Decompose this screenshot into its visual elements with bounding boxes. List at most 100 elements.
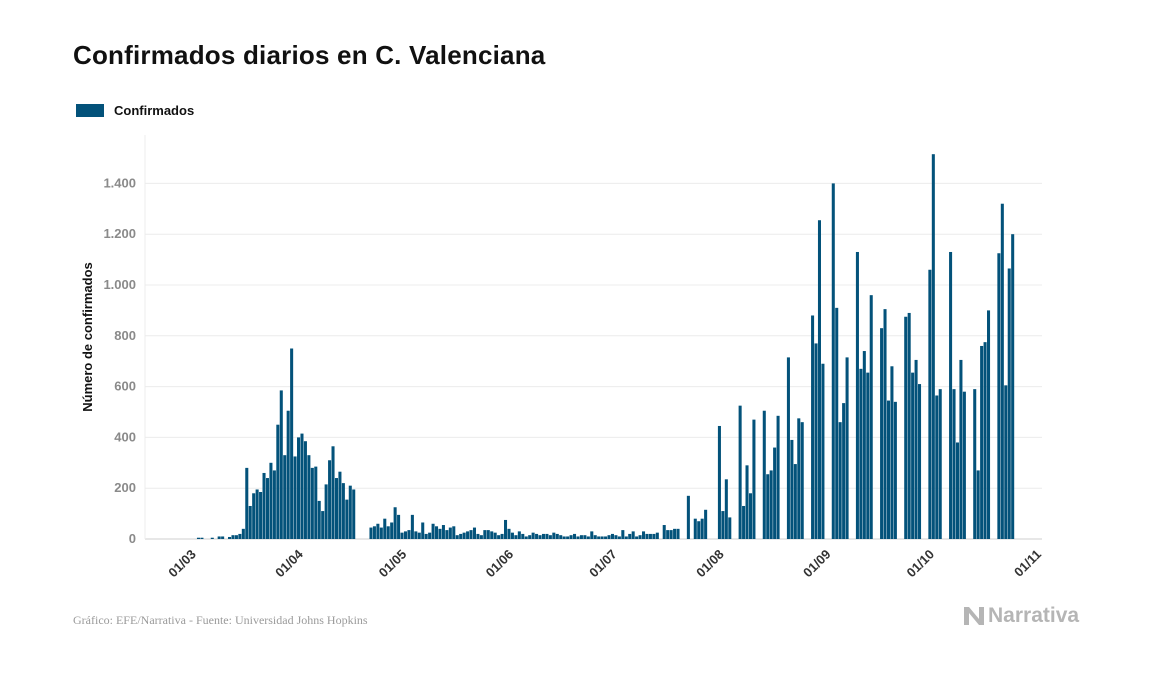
y-tick-label: 600: [114, 379, 136, 394]
bar: [562, 536, 566, 539]
bar: [786, 357, 790, 539]
bar: [452, 526, 456, 539]
bar: [307, 455, 311, 539]
bar: [655, 532, 659, 539]
x-tick-label: 01/07: [586, 547, 620, 581]
bar: [372, 526, 376, 539]
bar: [697, 521, 701, 539]
bar: [573, 533, 577, 539]
bar: [869, 295, 873, 539]
bar: [583, 535, 587, 539]
y-axis-ticks: 0 200 400 600 800 1.000 1.200 1.400: [103, 175, 136, 546]
bar: [935, 395, 939, 539]
bar: [521, 533, 525, 539]
bar: [493, 532, 497, 539]
bar: [424, 533, 428, 539]
bar: [514, 535, 518, 539]
bar: [417, 532, 421, 539]
bar: [669, 530, 673, 539]
bar: [1004, 385, 1008, 539]
bar: [552, 532, 556, 539]
bar: [276, 424, 280, 539]
bar: [472, 527, 476, 539]
bar: [462, 532, 466, 539]
bar: [504, 519, 508, 539]
bar: [517, 531, 521, 539]
bar: [386, 526, 390, 539]
bar: [976, 470, 980, 539]
bar: [400, 532, 404, 539]
bar: [338, 471, 342, 539]
x-tick-label: 01/08: [693, 547, 727, 581]
bar: [283, 455, 287, 539]
bar: [497, 535, 501, 539]
narrativa-logo-icon: [964, 607, 984, 625]
bar: [728, 517, 732, 539]
bar: [890, 366, 894, 539]
bar: [410, 514, 414, 539]
chart-legend: Confirmados: [76, 103, 194, 118]
bar: [973, 389, 977, 539]
bar: [310, 467, 314, 539]
bar: [196, 537, 200, 539]
x-tick-label: 01/05: [376, 547, 410, 581]
bar: [831, 183, 835, 539]
bar: [793, 464, 797, 539]
bar: [234, 535, 238, 539]
bar: [721, 511, 725, 539]
bar: [528, 535, 532, 539]
bar: [642, 531, 646, 539]
bar: [773, 447, 777, 539]
legend-swatch: [76, 104, 104, 117]
bar: [548, 535, 552, 539]
bar: [435, 526, 439, 539]
bar: [624, 536, 628, 539]
bar: [597, 536, 601, 539]
x-tick-label: 01/09: [800, 547, 834, 581]
bar: [314, 466, 318, 539]
bar: [593, 535, 597, 539]
bar: [666, 530, 670, 539]
bar: [479, 535, 483, 539]
bar: [431, 523, 435, 539]
bar: [662, 525, 666, 539]
bar: [586, 536, 590, 539]
bar: [835, 307, 839, 539]
bar: [262, 472, 266, 539]
bar: [231, 535, 235, 539]
bar: [524, 536, 528, 539]
bar: [652, 533, 656, 539]
bar: [555, 533, 559, 539]
bar: [1007, 268, 1011, 539]
bar: [345, 499, 349, 539]
bar: [403, 531, 407, 539]
bar: [245, 467, 249, 539]
bar: [817, 220, 821, 540]
bar: [845, 357, 849, 539]
bar: [248, 505, 252, 539]
bar: [569, 535, 573, 539]
bar: [500, 533, 504, 539]
bar: [938, 389, 942, 539]
bar: [286, 410, 290, 539]
x-axis-ticks: 01/03 01/04 01/05 01/06 01/07 01/08 01/09 01/10…: [165, 546, 1044, 580]
bar: [441, 525, 445, 539]
bar: [766, 474, 770, 539]
bar: [376, 523, 380, 539]
bar: [883, 309, 887, 539]
x-tick-label: 01/11: [1011, 547, 1044, 580]
bar: [790, 439, 794, 539]
bar: [918, 384, 922, 539]
chart-title: Confirmados diarios en C. Valenciana: [73, 40, 546, 70]
bar: [469, 530, 473, 539]
bar: [928, 269, 932, 539]
bar: [576, 536, 580, 539]
bar: [200, 537, 204, 539]
bar: [600, 536, 604, 539]
bar: [862, 351, 866, 539]
bar: [1011, 234, 1015, 539]
bar: [217, 536, 221, 539]
bar: [379, 527, 383, 539]
bar: [987, 310, 991, 539]
bar: [955, 442, 959, 539]
